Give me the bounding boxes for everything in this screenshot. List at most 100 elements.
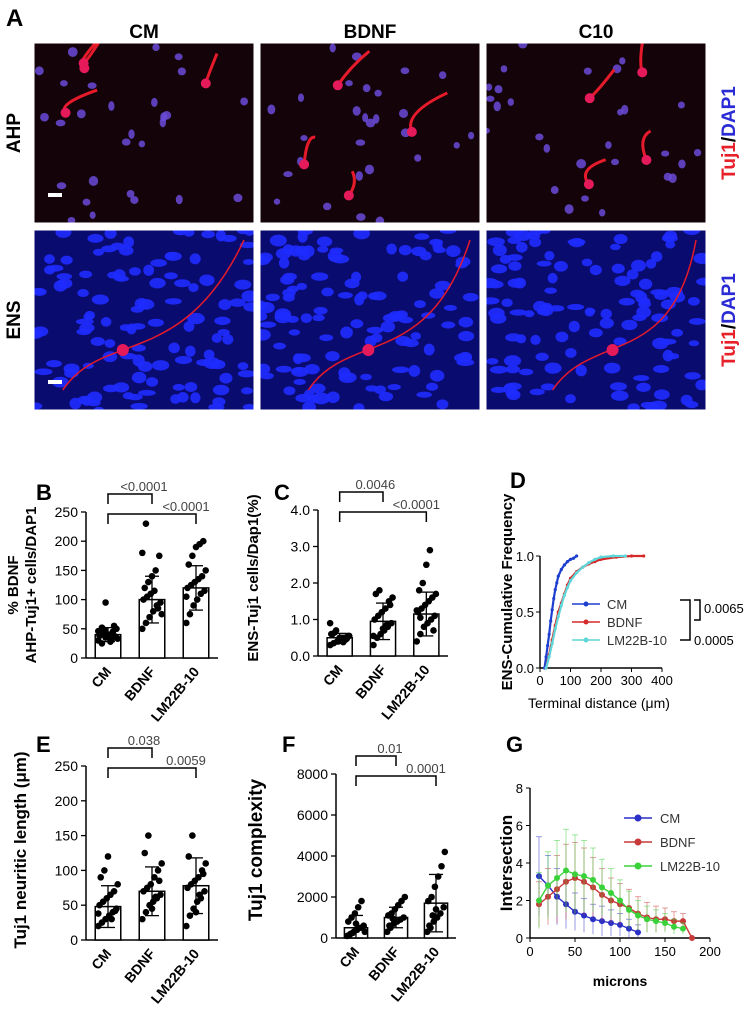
data-point [552,596,556,601]
data-point [565,560,570,564]
data-point [413,607,421,614]
data-point [139,549,146,557]
y-tick-label: 0 [70,650,78,666]
y-tick-label: 2 [516,894,523,909]
data-point [417,614,424,621]
data-point [201,887,208,895]
y-tick-label: 200 [55,793,79,809]
data-point [146,613,153,621]
data-point [599,555,603,559]
y-tick-label: 8 [516,781,523,796]
data-point [545,882,551,889]
column-header-cm: CM [129,22,159,43]
data-point [154,867,162,874]
data-point [104,631,112,638]
micrograph-ahp-cm [33,42,255,224]
data-point [608,890,614,896]
data-point [382,605,389,612]
y-tick-label: 150 [55,828,79,844]
data-point [370,632,377,640]
data-point [430,627,437,634]
data-point [142,908,150,916]
data-point [95,910,102,917]
x-tick-label: CM [88,664,114,691]
data-point [192,908,200,916]
micrograph-ahp-c10 [485,42,707,224]
y-axis-label-e: Tuj1 neuritic length (μm) [11,751,30,948]
p-value-label: <0.0001 [120,479,167,494]
legend-label-bdnf: BDNF [607,615,642,630]
p-value-label: <0.0001 [393,497,440,512]
data-point [376,587,383,594]
data-point [189,832,196,839]
data-point [575,554,579,558]
data-point [550,641,554,645]
data-point [587,561,591,565]
chart-D: 0.0 0.5 1.0 0 100 200 300 400 CM BDNF LM22B-10 0.00… [499,493,744,711]
y-tick-label: 100 [55,862,79,878]
x-axis-label-g: microns [593,973,648,989]
data-point [141,584,149,592]
x-tick-label: BDNF [365,943,403,983]
significance-bracket [694,599,701,621]
x-axis-label-d: Terminal distance (μm) [528,695,670,711]
data-point [644,916,650,923]
data-point [111,633,119,640]
data-point [415,587,423,594]
micrograph-ens-c10 [485,229,707,411]
y-tick-label: 4000 [297,848,328,864]
p-value-label: 0.038 [128,733,161,748]
stain-legend-ens: Tuj1/DAP1 [719,273,740,367]
legend-marker [634,814,642,822]
legend-label-lm22b-10: LM22B-10 [660,859,720,874]
p-value-label: 0.0065 [704,601,744,616]
data-point [155,552,163,560]
data-point [139,915,146,923]
x-tick-label: BDNF [121,945,159,985]
data-point [193,596,201,603]
data-point [438,862,445,870]
series-line-lm22b-10 [545,554,626,669]
data-point [623,554,628,558]
data-point [572,871,578,878]
data-point [432,906,440,913]
data-point [553,627,557,631]
x-tick-label: CM [336,944,362,971]
y-axis-label-f: Tuj1 complexity [246,778,267,921]
data-point [383,621,390,629]
p-value-label: 0.0005 [694,633,734,648]
y-tick-label: 2.0 [291,575,311,591]
legend-marker [634,838,642,846]
legend-label-cm: CM [660,811,680,826]
panel-letter-d: D [510,468,526,493]
data-point [590,916,596,923]
data-point [97,874,105,881]
panel-letter-b: B [36,480,52,505]
data-point [98,640,106,647]
data-point [354,903,362,911]
p-value-label: 0.0046 [355,477,395,492]
micrograph-ahp-bdnf [259,42,481,224]
data-point [581,873,587,880]
significance-bracket [338,511,428,522]
micrograph-ens-cm [33,229,255,411]
data-point [114,881,121,888]
data-point [426,546,434,554]
data-point [141,849,149,857]
legend-marker [583,619,589,625]
x-tick-label: BDNF [352,661,390,701]
x-tick-label: 200 [699,944,721,959]
data-point [432,590,440,598]
data-point [440,903,448,911]
x-tick-label: 400 [651,673,673,688]
data-point [152,893,159,901]
column-header-bdnf: BDNF [344,22,397,43]
data-point [575,571,579,575]
data-point [565,585,570,589]
data-point [158,860,165,867]
row-label-ahp: AHP [4,113,25,153]
legend-label-bdnf: BDNF [660,835,695,850]
data-point [562,563,567,567]
data-point [151,587,158,595]
